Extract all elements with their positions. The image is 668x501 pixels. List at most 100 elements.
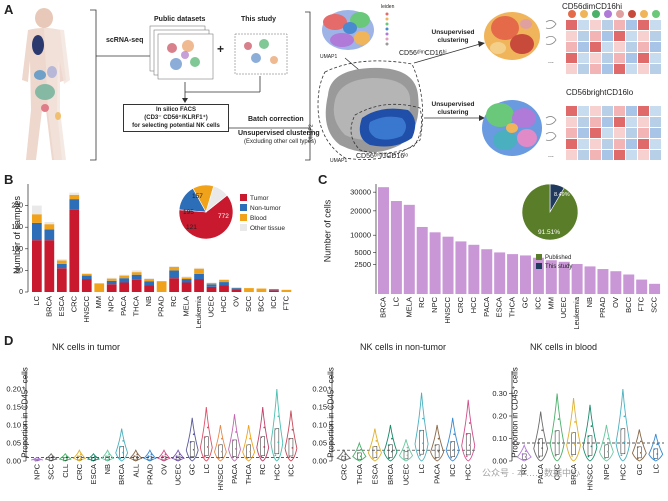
tumor-boxplot — [204, 436, 209, 456]
nontumor-point — [403, 458, 406, 461]
b-bar-segment — [44, 224, 55, 230]
heatmap-cell — [650, 31, 661, 41]
tumor-violin — [30, 456, 44, 462]
heatmap-cell — [590, 128, 601, 138]
heatmap-cell — [602, 117, 613, 127]
blood-violin — [566, 397, 581, 462]
tumor-point — [164, 457, 167, 460]
b-bar-segment — [32, 214, 42, 223]
dim-population-label: CD56ᵈⁱᵐCD16ʰⁱ — [399, 50, 447, 57]
tumor-x-tick-label: PRAD — [145, 463, 154, 484]
heatmap-cell — [578, 31, 589, 41]
b-bar-segment — [44, 229, 55, 241]
blood-point — [636, 446, 639, 449]
tumor-y-tick-label: 0.15 — [6, 403, 21, 412]
b-bar-segment — [106, 280, 117, 285]
nontumor-point — [403, 450, 406, 453]
b-bar-segment — [106, 284, 117, 292]
heatmap-cluster-dot — [580, 10, 588, 18]
nontumor-point — [468, 422, 471, 424]
heatmap-cell — [650, 53, 661, 63]
b-bar-segment — [144, 279, 155, 282]
c-bar — [584, 266, 596, 294]
tumor-boxplot — [260, 436, 265, 456]
heatmap-cluster-dot — [568, 10, 576, 18]
tumor-boxplot — [288, 438, 294, 457]
nontumor-violin — [461, 399, 476, 462]
tumor-point — [122, 451, 125, 454]
tumor-point — [62, 459, 65, 462]
blood-point — [571, 432, 573, 435]
b-legend-swatch — [240, 194, 247, 201]
b-y-tick-label: 50 — [15, 267, 23, 274]
blood-title: NK cells in blood — [530, 342, 598, 352]
violin-charts: 0.00 0.05 0.10 0.15 0.20 NPC SCC CLL CRC ESCA NB BR… — [6, 371, 664, 491]
leiden-label: leiden — [381, 4, 395, 10]
tumor-point — [147, 455, 150, 458]
blood-y-tick-label: 0.00 — [492, 457, 507, 466]
b-x-tick-label: NB — [144, 296, 153, 306]
tumor-x-tick-label: LC — [202, 463, 211, 473]
tumor-x-tick-label: SCC — [47, 463, 56, 479]
tumor-x-tick-label: RC — [258, 463, 267, 474]
heatmap-cell — [602, 150, 613, 160]
tumor-point — [133, 459, 136, 462]
tumor-point — [232, 456, 234, 459]
tumor-point — [136, 457, 139, 460]
heatmap-cell — [602, 106, 613, 116]
tumor-point — [76, 455, 79, 458]
heatmap-cell — [578, 139, 589, 149]
b-bar-segment — [69, 209, 80, 292]
blood-point — [541, 447, 544, 450]
c-x-tick-label: SCC — [650, 296, 659, 312]
heatmap-cell — [638, 150, 649, 160]
tumor-point — [218, 457, 220, 460]
c-bar — [416, 226, 428, 294]
b-bar-segment — [119, 278, 130, 283]
nontumor-point — [359, 455, 362, 458]
heatmap-cell — [638, 106, 649, 116]
c-bar — [390, 201, 402, 294]
blood-x-tick-label: PACA — [536, 464, 545, 484]
c-x-tick-label: UCEC — [559, 296, 568, 318]
tumor-y-tick-label: 0.10 — [6, 421, 21, 430]
b-bar-segment — [144, 285, 155, 292]
b-bar-segment — [81, 279, 92, 292]
b-bar-segment — [244, 288, 254, 292]
heatmap-cell — [602, 128, 613, 138]
c-bar — [571, 264, 583, 294]
tumor-point — [34, 458, 37, 461]
b-x-tick-label: OV — [231, 296, 240, 307]
dim-cluster-umap — [484, 12, 540, 60]
blood-violin — [582, 404, 598, 462]
tumor-violin — [242, 424, 256, 462]
tumor-point — [260, 436, 263, 439]
c-x-tick-label: BRCA — [378, 297, 387, 318]
blood-point — [620, 428, 623, 431]
blood-point — [541, 429, 544, 432]
bright-heatmap — [566, 106, 661, 160]
b-bar-segment — [119, 275, 130, 279]
b-bar-segment — [194, 279, 204, 292]
c-pie-label: 91.51% — [538, 229, 560, 236]
tumor-point — [48, 456, 51, 459]
blood-violin — [615, 388, 631, 462]
b-bar-segment — [181, 279, 192, 283]
b-bar-segment — [56, 260, 67, 264]
b-bar-segment — [219, 285, 229, 292]
nontumor-y-tick-label: 0.05 — [312, 439, 327, 448]
b-x-tick-label: ESCA — [57, 296, 66, 316]
b-bar-segment — [169, 270, 179, 279]
heatmap-cell — [638, 42, 649, 52]
tumor-x-tick-label: NB — [103, 464, 112, 474]
heatmap-cell — [566, 139, 577, 149]
tumor-point — [51, 455, 54, 458]
heatmap-cell — [638, 64, 649, 74]
b-bar-segment — [131, 274, 142, 280]
blood-violin — [631, 429, 647, 462]
tumor-x-tick-label: ALL — [131, 464, 140, 477]
tumor-point — [192, 433, 195, 436]
c-bar — [545, 260, 557, 294]
nontumor-point — [453, 433, 456, 436]
tumor-x-tick-label: BRCA — [117, 464, 126, 485]
